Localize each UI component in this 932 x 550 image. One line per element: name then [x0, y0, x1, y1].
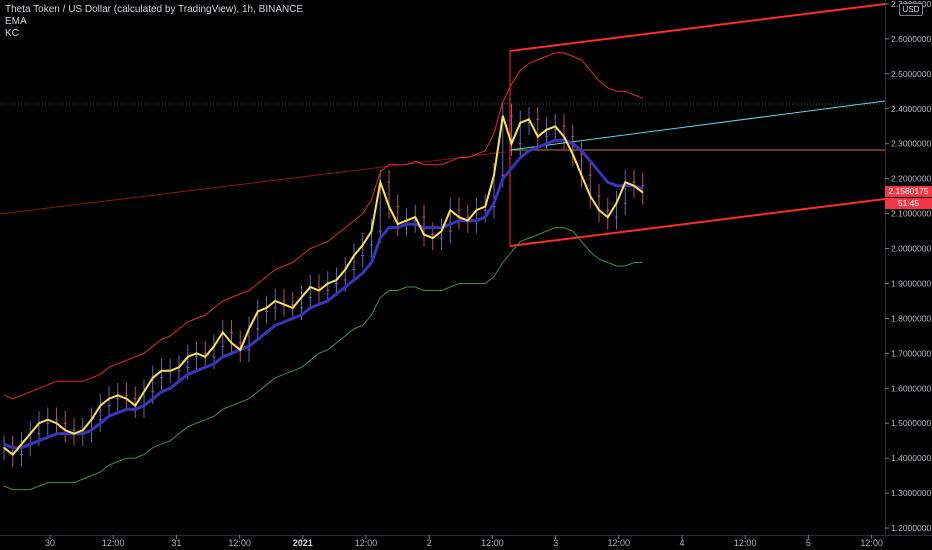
- time-axis-label: 12:00: [860, 538, 883, 548]
- time-axis-label: 12:00: [228, 538, 251, 548]
- time-axis-label: 2: [427, 538, 432, 548]
- price-axis[interactable]: 2.70000002.60000002.50000002.40000002.30…: [885, 0, 931, 535]
- price-axis-label: 2.2000000: [891, 174, 931, 184]
- price-axis-label: 2.0000000: [891, 244, 931, 254]
- time-axis-label: 5: [806, 538, 811, 548]
- price-axis-label: 1.5000000: [891, 418, 931, 428]
- price-line: [3, 115, 644, 456]
- price-axis-label: 2.5000000: [891, 69, 931, 79]
- price-axis-label: 2.3000000: [891, 139, 931, 149]
- price-axis-label: 2.4000000: [891, 104, 931, 114]
- currency-button[interactable]: USD: [899, 3, 923, 16]
- symbol-title[interactable]: Theta Token / US Dollar (calculated by T…: [5, 4, 304, 15]
- candle-wicks: [2, 103, 645, 467]
- time-axis-label: 31: [171, 538, 181, 548]
- time-axis-label: 12:00: [608, 538, 631, 548]
- time-axis-label: 4: [679, 538, 684, 548]
- price-axis-label: 2.1000000: [891, 209, 931, 219]
- price-axis-label: 1.8000000: [891, 313, 931, 323]
- ema-indicator-label[interactable]: EMA: [5, 16, 27, 27]
- price-axis-label: 1.3000000: [891, 488, 931, 498]
- kc-lower-line: [3, 227, 643, 491]
- countdown-tag: 51:45: [885, 198, 932, 209]
- time-axis-label: 30: [45, 538, 55, 548]
- price-axis-label: 1.4000000: [891, 453, 931, 463]
- time-axis-label: 2021: [293, 538, 313, 548]
- price-axis-label: 1.2000000: [891, 523, 931, 533]
- chart-legend: Theta Token / US Dollar (calculated by T…: [5, 4, 303, 40]
- time-axis-label: 12:00: [102, 538, 125, 548]
- cyan-trend-line[interactable]: [509, 100, 886, 151]
- kc-upper-line: [3, 52, 643, 400]
- dark-red-trend-line[interactable]: [0, 151, 506, 215]
- channel-upper-line[interactable]: [509, 3, 886, 52]
- time-axis-label: 3: [553, 538, 558, 548]
- time-axis-label: 12:00: [481, 538, 504, 548]
- price-axis-label: 1.6000000: [891, 383, 931, 393]
- chart-drawings[interactable]: [0, 3, 886, 247]
- time-axis-label: 12:00: [355, 538, 378, 548]
- ema-line: [3, 138, 644, 450]
- indicator-series: [3, 52, 644, 491]
- price-axis-label: 1.9000000: [891, 278, 931, 288]
- channel-lower-line[interactable]: [509, 198, 886, 247]
- last-price-tag: 2.1580175: [885, 186, 932, 197]
- time-axis-label: 12:00: [734, 538, 757, 548]
- price-axis-label: 1.7000000: [891, 348, 931, 358]
- time-axis[interactable]: 30 12:00 31 12:00 2021 12:00 2 12:00 3 12:00 4 12:0…: [0, 535, 932, 548]
- kc-indicator-label[interactable]: KC: [5, 28, 19, 39]
- price-axis-label: 2.6000000: [891, 34, 931, 44]
